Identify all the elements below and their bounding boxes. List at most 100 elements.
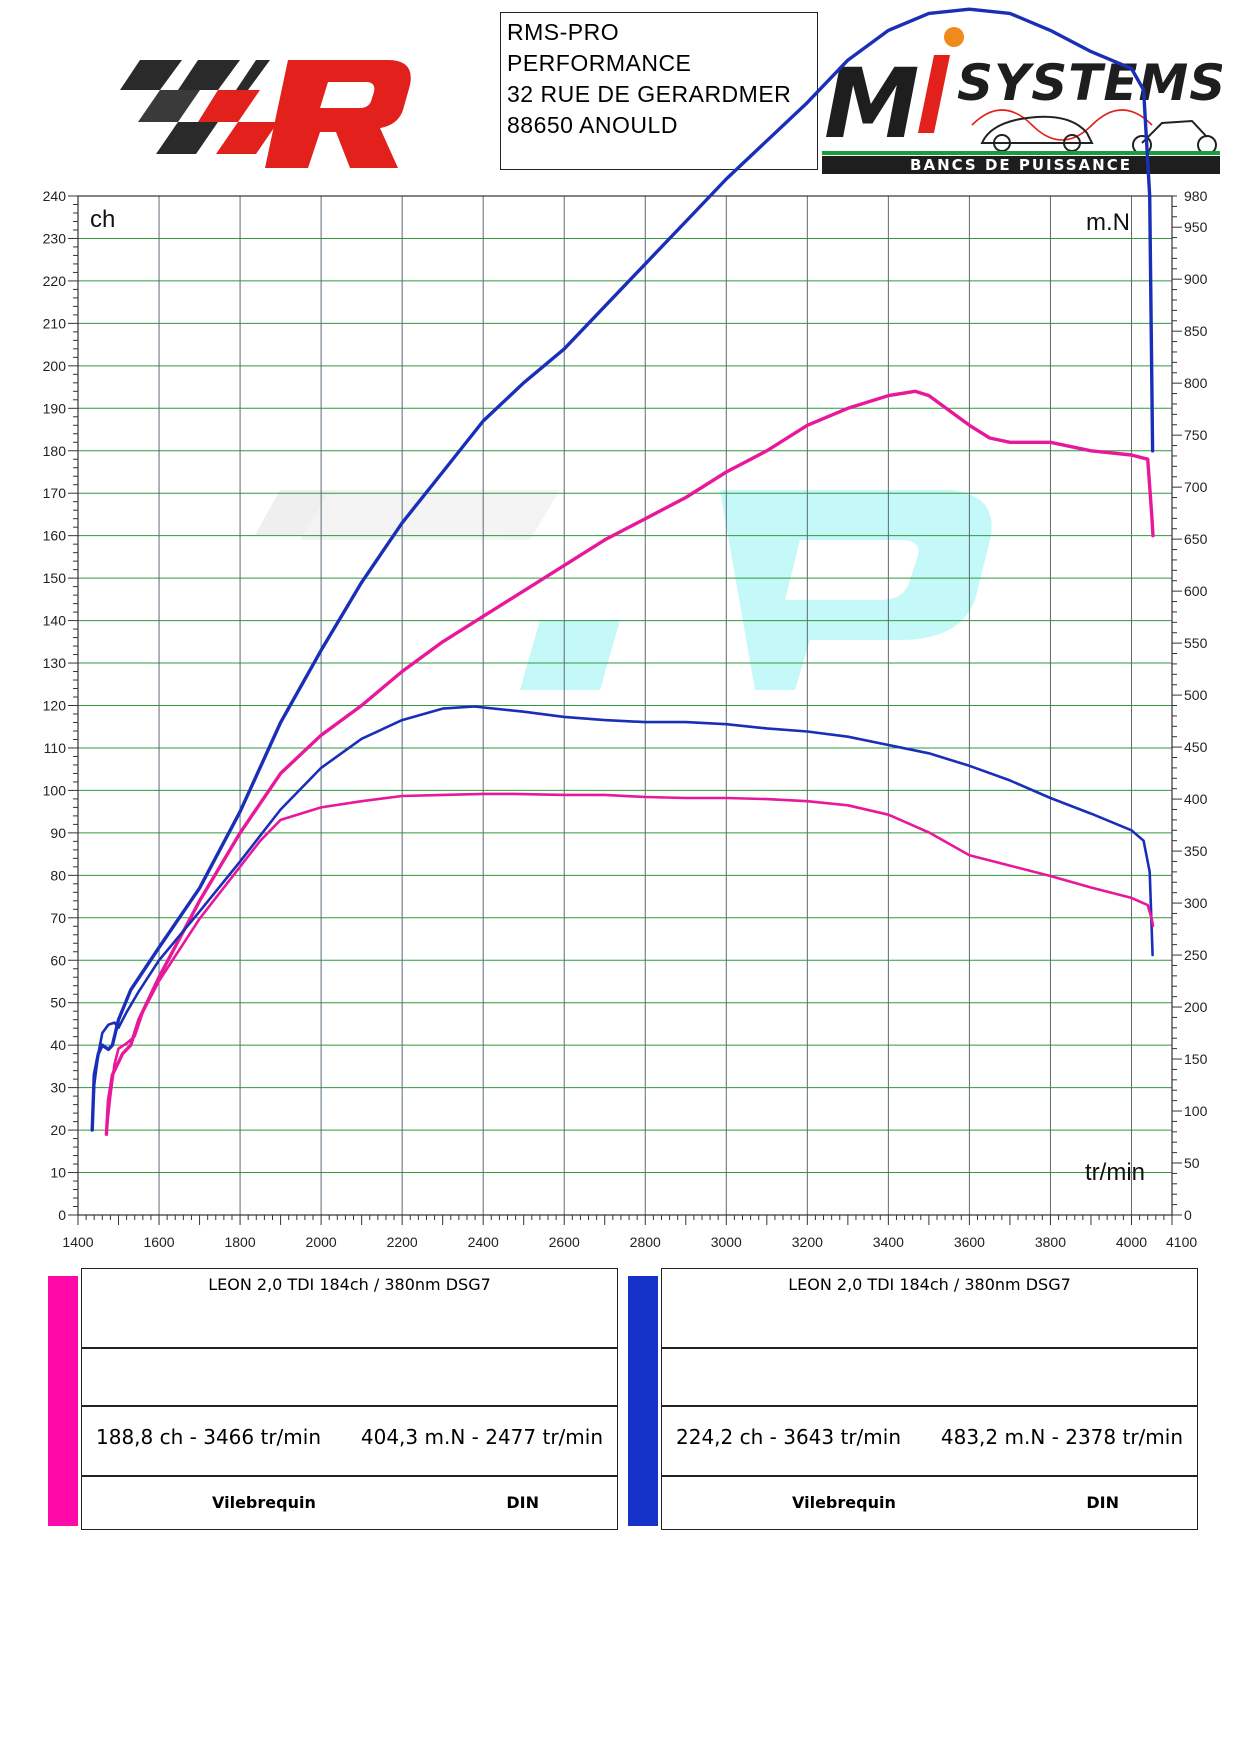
y-left-tick-label: 230 — [43, 230, 67, 246]
peak-torque-value: 404,3 m.N - 2477 tr/min — [360, 1425, 603, 1449]
x-tick-label: 4100 — [1166, 1234, 1197, 1250]
logo-i-dot — [944, 27, 964, 47]
logo-systems-text: SYSTEMS — [957, 54, 1222, 112]
blue-torque-curve — [90, 705, 1154, 1125]
x-tick-label: 1600 — [143, 1234, 174, 1250]
x-unit-label: tr/min — [1085, 1159, 1145, 1186]
measure-point-label: Vilebrequin — [792, 1493, 896, 1512]
norm-label: DIN — [506, 1493, 539, 1512]
y-right-tick-label: 200 — [1184, 999, 1208, 1015]
watermark-logo — [255, 490, 992, 690]
y-right-tick-label: 700 — [1184, 479, 1208, 495]
chart-axes: 0 10 20 30 40 50 60 70 80 90 100 110 120 130 140 150 160… — [43, 188, 1208, 1250]
y-left-tick-label: 30 — [50, 1080, 66, 1096]
x-tick-label: 1800 — [224, 1234, 255, 1250]
y-left-tick-label: 140 — [43, 613, 67, 629]
y-left-tick-label: 170 — [43, 485, 67, 501]
y-left-tick-label: 10 — [50, 1165, 66, 1181]
y-left-tick-label: 90 — [50, 825, 66, 841]
norm-label: DIN — [1086, 1493, 1119, 1512]
y-right-tick-label: 50 — [1184, 1155, 1200, 1171]
y-right-tick-label: 950 — [1184, 219, 1208, 235]
x-tick-label: 1400 — [62, 1234, 93, 1250]
y-right-unit-label: m.N — [1086, 209, 1130, 236]
series-color-swatch — [628, 1276, 658, 1526]
y-left-tick-label: 190 — [43, 400, 67, 416]
y-right-tick-label: 400 — [1184, 791, 1208, 807]
y-right-tick-label: 250 — [1184, 947, 1208, 963]
rms-logo — [120, 60, 411, 168]
y-left-tick-label: 130 — [43, 655, 67, 671]
y-left-tick-label: 80 — [50, 867, 66, 883]
address-line: 88650 ANOULD — [507, 112, 678, 138]
address-line: RMS-PRO — [507, 19, 620, 45]
y-left-tick-label: 110 — [44, 740, 67, 756]
run-panel-pink: LEON 2,0 TDI 184ch / 380nm DSG7 188,8 ch… — [48, 1268, 618, 1530]
y-right-tick-label: 0 — [1184, 1207, 1192, 1223]
y-right-tick-label: 980 — [1184, 188, 1208, 204]
y-left-tick-label: 50 — [50, 995, 66, 1011]
measure-row: Vilebrequin DIN — [82, 1477, 617, 1531]
y-right-tick-label: 600 — [1184, 583, 1208, 599]
x-tick-label: 3400 — [873, 1234, 904, 1250]
y-right-tick-label: 850 — [1184, 323, 1208, 339]
y-left-unit-label: ch — [90, 206, 115, 233]
y-left-tick-label: 150 — [43, 570, 67, 586]
y-left-tick-label: 60 — [50, 952, 66, 968]
y-left-tick-label: 70 — [50, 910, 66, 926]
logo-subtitle: BANCS DE PUISSANCE — [910, 156, 1132, 174]
address-box: RMS-PRO PERFORMANCE 32 RUE DE GERARDMER … — [500, 12, 818, 170]
peak-values-row: 188,8 ch - 3466 tr/min 404,3 m.N - 2477 … — [82, 1407, 617, 1475]
run-panel-blue: LEON 2,0 TDI 184ch / 380nm DSG7 224,2 ch… — [628, 1268, 1198, 1530]
y-right-tick-label: 800 — [1184, 375, 1208, 391]
run-info-box: LEON 2,0 TDI 184ch / 380nm DSG7 224,2 ch… — [661, 1268, 1198, 1530]
x-tick-label: 3200 — [792, 1234, 823, 1250]
chart-series — [90, 7, 1155, 1136]
x-tick-label: 2200 — [387, 1234, 418, 1250]
y-right-tick-label: 450 — [1184, 739, 1208, 755]
peak-values-row: 224,2 ch - 3643 tr/min 483,2 m.N - 2378 … — [662, 1407, 1197, 1475]
y-left-tick-label: 200 — [43, 358, 67, 374]
y-left-tick-label: 210 — [43, 315, 67, 331]
y-left-tick-label: 240 — [43, 188, 67, 204]
vehicle-title: LEON 2,0 TDI 184ch / 380nm DSG7 — [788, 1275, 1071, 1294]
x-tick-label: 2600 — [549, 1234, 580, 1250]
x-tick-label: 2400 — [468, 1234, 499, 1250]
measure-row: Vilebrequin DIN — [662, 1477, 1197, 1531]
series-color-swatch — [48, 1276, 78, 1526]
y-left-tick-label: 160 — [43, 528, 67, 544]
blue-power-curve — [90, 7, 1155, 1132]
y-right-tick-label: 300 — [1184, 895, 1208, 911]
peak-torque-value: 483,2 m.N - 2378 tr/min — [940, 1425, 1183, 1449]
y-left-tick-label: 180 — [43, 443, 67, 459]
y-right-tick-label: 150 — [1184, 1051, 1208, 1067]
y-left-tick-label: 220 — [43, 273, 67, 289]
x-tick-label: 4000 — [1116, 1234, 1147, 1250]
y-right-tick-label: 500 — [1184, 687, 1208, 703]
vehicle-title: LEON 2,0 TDI 184ch / 380nm DSG7 — [208, 1275, 491, 1294]
peak-power-value: 188,8 ch - 3466 tr/min — [96, 1425, 321, 1449]
y-left-tick-label: 120 — [43, 698, 67, 714]
y-left-tick-label: 40 — [50, 1037, 66, 1053]
measure-point-label: Vilebrequin — [212, 1493, 316, 1512]
address-line: 32 RUE DE GERARDMER — [507, 81, 792, 107]
y-left-tick-label: 0 — [58, 1207, 66, 1223]
y-left-tick-label: 100 — [43, 782, 67, 798]
x-tick-label: 3800 — [1035, 1234, 1066, 1250]
car-motorbike-icon — [980, 115, 1217, 155]
y-right-tick-label: 100 — [1184, 1103, 1208, 1119]
peak-power-value: 224,2 ch - 3643 tr/min — [676, 1425, 901, 1449]
pink-power-curve — [104, 389, 1155, 1136]
y-right-tick-label: 550 — [1184, 635, 1208, 651]
run-info-box: LEON 2,0 TDI 184ch / 380nm DSG7 188,8 ch… — [81, 1268, 618, 1530]
x-tick-label: 3600 — [954, 1234, 985, 1250]
pink-torque-curve — [105, 792, 1155, 1134]
x-tick-label: 2800 — [630, 1234, 661, 1250]
x-tick-label: 3000 — [711, 1234, 742, 1250]
y-right-tick-label: 900 — [1184, 271, 1208, 287]
x-tick-label: 2000 — [306, 1234, 337, 1250]
dyno-chart: 0 10 20 30 40 50 60 70 80 90 100 110 120 130 140 150 160… — [43, 7, 1208, 1250]
y-right-tick-label: 350 — [1184, 843, 1208, 859]
y-right-tick-label: 650 — [1184, 531, 1208, 547]
blank-row — [82, 1349, 617, 1405]
